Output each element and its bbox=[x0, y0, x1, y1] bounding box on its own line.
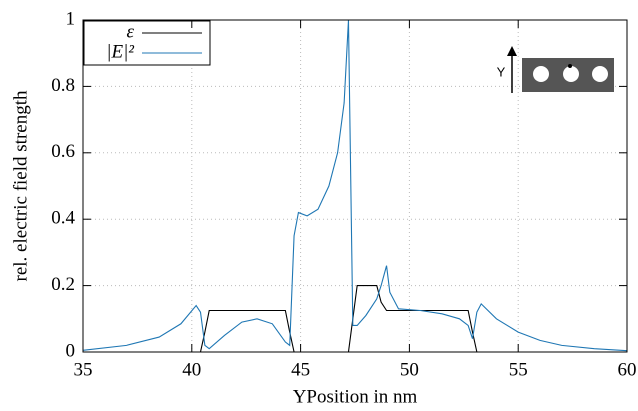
x-tick-label: 40 bbox=[182, 359, 201, 380]
x-tick-label: 50 bbox=[400, 359, 419, 380]
y-tick-label: 0.2 bbox=[51, 274, 75, 295]
source-dot bbox=[568, 64, 572, 68]
legend-label: ε bbox=[127, 21, 135, 42]
hole bbox=[563, 66, 579, 82]
x-tick-label: 55 bbox=[509, 359, 528, 380]
inset-arrowhead bbox=[507, 46, 517, 56]
hole bbox=[592, 66, 608, 82]
hole bbox=[533, 66, 549, 82]
inset: Y bbox=[497, 46, 614, 93]
legend-label: |E|² bbox=[106, 41, 134, 62]
x-tick-label: 35 bbox=[74, 359, 93, 380]
y-tick-label: 0 bbox=[66, 340, 76, 361]
y-tick-label: 1 bbox=[66, 8, 76, 29]
x-axis-label: YPosition in nm bbox=[293, 386, 418, 407]
y-axis-label: rel. electric field strength bbox=[10, 90, 31, 281]
x-tick-label: 45 bbox=[291, 359, 310, 380]
legend-box bbox=[83, 20, 211, 66]
y-tick-label: 0.6 bbox=[51, 141, 75, 162]
legend: ε|E|² bbox=[83, 20, 211, 66]
y-tick-label: 0.8 bbox=[51, 75, 75, 96]
plot-frame bbox=[82, 19, 628, 353]
x-tick-label: 60 bbox=[618, 359, 637, 380]
y-tick-label: 0.4 bbox=[51, 208, 75, 229]
inset-label: Y bbox=[497, 64, 506, 79]
